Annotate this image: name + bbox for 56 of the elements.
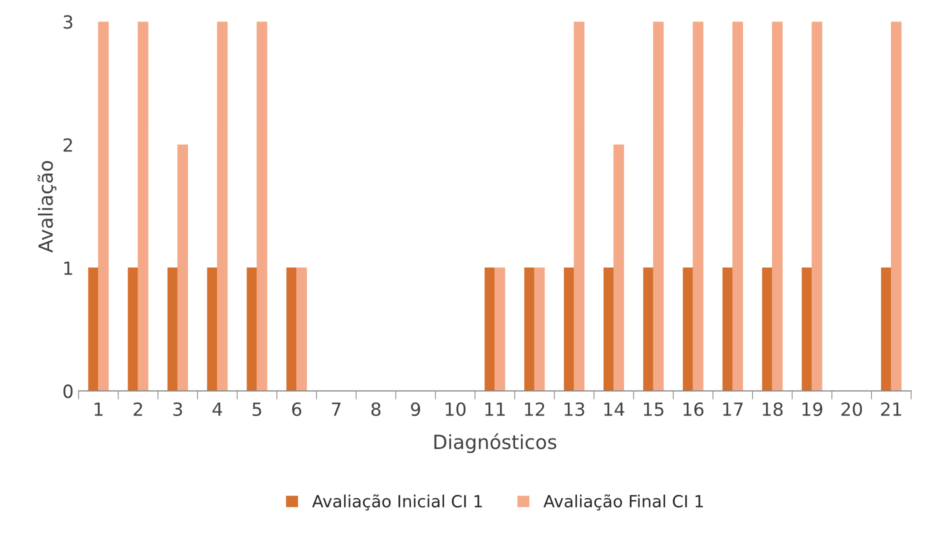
- y-tick-label: 3: [64, 15, 72, 29]
- x-tick-label: 3: [173, 402, 182, 416]
- x-tick-label: 13: [564, 402, 584, 416]
- bar: [732, 22, 743, 391]
- bar: [692, 22, 704, 391]
- x-tick-label: 9: [410, 402, 420, 416]
- y-tick-label: 0: [63, 384, 73, 398]
- y-tick-label: 2: [64, 138, 72, 152]
- bar: [762, 268, 773, 391]
- bar: [604, 268, 614, 391]
- x-axis-title: Diagnósticos: [434, 433, 556, 454]
- bar: [286, 268, 298, 391]
- x-tick-label: 14: [604, 402, 624, 416]
- bar: [574, 22, 584, 391]
- bar: [256, 22, 268, 391]
- bar: [653, 22, 664, 391]
- bar: [534, 268, 545, 391]
- x-tick-label: 1: [94, 402, 103, 416]
- legend-label: Avaliação Inicial CI 1: [312, 494, 482, 510]
- bar: [207, 268, 218, 391]
- bar: [88, 268, 99, 391]
- x-tick-label: 19: [802, 402, 822, 416]
- bar: [98, 22, 109, 391]
- bar: [296, 268, 307, 391]
- bar: [643, 268, 654, 391]
- bar: [812, 22, 822, 391]
- x-tick-label: 11: [485, 402, 505, 416]
- x-tick-label: 10: [446, 402, 466, 416]
- x-tick-label: 6: [292, 402, 302, 416]
- y-axis-title: Avaliação: [38, 161, 56, 253]
- legend-label: Avaliação Final CI 1: [544, 494, 703, 510]
- bar: [613, 144, 624, 391]
- bar: [167, 268, 178, 391]
- x-tick-label: 17: [723, 402, 743, 416]
- x-tick-label: 16: [684, 402, 704, 416]
- x-tick-label: 2: [134, 402, 142, 416]
- bar: [177, 144, 188, 391]
- bar: [138, 22, 148, 391]
- x-tick-label: 4: [212, 402, 222, 416]
- bar: [484, 268, 496, 391]
- x-tick-label: 20: [841, 402, 862, 416]
- x-tick-label: 8: [371, 402, 380, 416]
- x-tick-label: 7: [332, 402, 341, 416]
- bar: [722, 268, 734, 391]
- x-tick-label: 18: [762, 402, 783, 416]
- bar: [564, 268, 575, 391]
- x-tick-label: 5: [252, 402, 262, 416]
- bar: [217, 22, 228, 391]
- x-tick-label: 12: [525, 402, 544, 416]
- bar: [772, 22, 783, 391]
- y-tick-label: 1: [64, 262, 72, 275]
- bar: [494, 268, 506, 391]
- bar: [890, 22, 902, 391]
- x-tick-label: 21: [881, 402, 902, 416]
- bar: [881, 268, 892, 391]
- x-tick-label: 15: [644, 402, 664, 416]
